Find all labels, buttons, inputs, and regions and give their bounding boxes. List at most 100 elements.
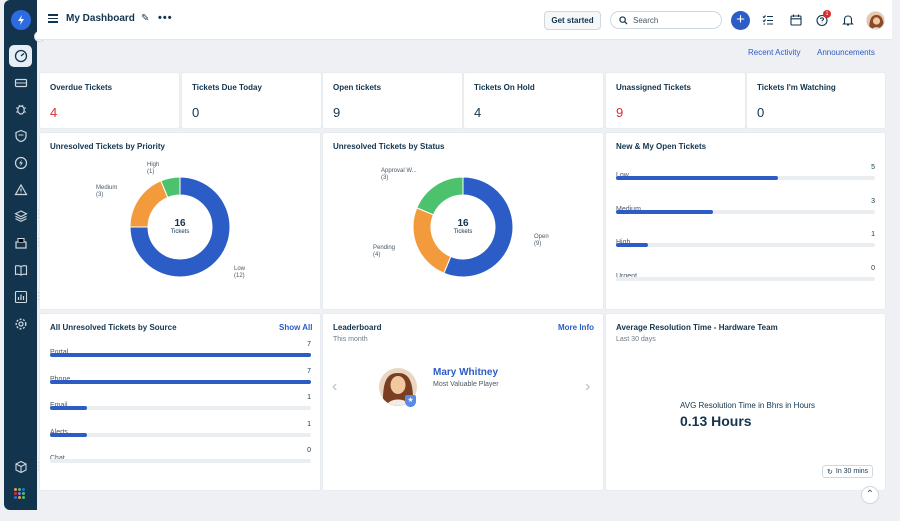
refresh-label: In 30 mins [835,468,869,475]
stat-card[interactable]: Overdue Tickets 4 [40,73,179,128]
recent-activity-link[interactable]: Recent Activity [748,48,801,57]
new-item-plus-icon[interactable]: + [731,11,750,30]
tickets-icon[interactable] [9,72,32,94]
alerts-warning-icon[interactable] [9,179,32,201]
bar-row[interactable]: Medium 3 [616,198,875,214]
search-box[interactable] [610,11,722,29]
stat-card[interactable]: Unassigned Tickets 9 [606,73,745,128]
bar-label: Phone [50,376,70,383]
slice-label-medium: Medium (3) [96,185,118,198]
status-chart-card: Unresolved Tickets by Status 16 Tickets … [323,133,603,309]
releases-bolt-icon[interactable] [9,152,32,174]
notification-count-badge: 1 [823,10,831,18]
resolution-period: Last 30 days [616,336,656,343]
bar-row[interactable]: Alerts 1 [50,421,311,437]
procurement-more-icon[interactable]: ⋮ [34,237,44,248]
priority-donut-chart [129,176,231,278]
stat-label: Overdue Tickets [50,83,113,92]
edit-pencil-icon[interactable]: ✎ [141,13,150,24]
bar-track [616,209,875,214]
help-icon[interactable] [815,13,829,27]
slice-label-high: High (1) [147,162,160,175]
open-tickets-title: New & My Open Tickets [616,142,707,151]
donut-slice-open[interactable] [443,176,514,278]
bar-label: Urgent [616,273,637,280]
priority-center: 16 Tickets [160,218,200,235]
slice-label-pending: Pending (4) [373,245,396,258]
notifications-bell-icon[interactable] [841,13,855,27]
bar-label: Chat [50,455,65,462]
refresh-icon: ↻ [827,468,833,476]
user-avatar[interactable] [866,11,885,30]
assets-layers-icon[interactable] [9,205,32,227]
previous-arrow-icon[interactable]: ‹ [332,378,338,395]
bar-row[interactable]: Email 1 [50,394,311,410]
slice-label-approval: Approval W... (3) [381,168,417,181]
admin-gear-icon[interactable] [9,313,32,335]
donut-slice-approval-w[interactable] [416,176,464,216]
next-arrow-icon[interactable]: › [585,378,591,395]
bar-track [50,432,311,437]
stat-card[interactable]: Tickets Due Today 0 [182,73,321,128]
dashboard-icon[interactable] [9,45,32,67]
resolution-metric-value: 0.13 Hours [680,413,752,429]
bar-fill [616,176,778,180]
app-switcher-icon[interactable] [14,488,25,499]
leaderboard-card: Leaderboard More Info This month ‹ › ★ M… [323,314,603,490]
bar-track [50,459,311,463]
stat-card[interactable]: Tickets I'm Watching 0 [747,73,885,128]
problems-bug-icon[interactable] [9,98,32,120]
source-title: All Unresolved Tickets by Source [50,323,177,332]
bar-row[interactable]: Urgent 0 [616,265,875,281]
show-all-link[interactable]: Show All [279,323,313,332]
bar-fill [50,353,311,357]
priority-total: 16 [174,218,186,229]
stat-label: Tickets I'm Watching [757,83,836,92]
bar-track [50,406,311,410]
more-info-link[interactable]: More Info [558,323,594,332]
status-chart-title: Unresolved Tickets by Status [333,142,445,151]
analytics-more-icon[interactable]: ⋮ [34,291,44,302]
resolution-metric-label: AVG Resolution Time in Bhrs in Hours [680,401,816,410]
leader-name[interactable]: Mary Whitney [433,367,499,378]
bar-track [616,176,875,180]
refresh-timer[interactable]: ↻ In 30 mins [822,465,874,478]
stat-label: Tickets On Hold [474,83,535,92]
bar-fill [616,243,649,247]
leader-role: Most Valuable Player [433,381,499,388]
bar-label: Medium [616,206,641,213]
bar-fill [50,379,311,384]
calendar-icon[interactable] [789,13,803,27]
get-started-button[interactable]: Get started [544,11,601,30]
donut-slice-high[interactable] [160,176,181,199]
assets-more-icon[interactable]: ⋮ [34,209,44,220]
more-options-icon[interactable]: ••• [158,12,173,24]
tasks-list-icon[interactable] [761,13,775,27]
donut-slice-low[interactable] [129,176,231,278]
slice-label-open: Open (9) [534,234,549,247]
menu-icon[interactable] [48,14,58,23]
stat-card[interactable]: Tickets On Hold 4 [464,73,603,128]
bar-row[interactable]: Portal 7 [50,341,311,357]
search-input[interactable] [633,15,713,25]
stat-value: 4 [474,105,482,120]
bar-label: High [616,239,630,246]
announcements-link[interactable]: Announcements [817,48,875,57]
bar-row[interactable]: Chat 0 [50,447,311,463]
bar-label: Alerts [50,429,68,436]
bar-row[interactable]: High 1 [616,231,875,247]
app-logo-icon[interactable] [11,10,31,30]
bar-row[interactable]: Phone 7 [50,368,311,384]
scroll-to-top-icon[interactable]: ⌃ [861,486,879,504]
stat-card[interactable]: Open tickets 9 [323,73,462,128]
bar-row[interactable]: Low 5 [616,164,875,180]
analytics-chart-icon[interactable] [9,286,32,308]
changes-shield-icon[interactable] [9,125,32,147]
solutions-book-icon[interactable] [9,259,32,281]
status-donut-chart [412,176,514,278]
modules-more-icon[interactable]: ⋮ [34,461,44,472]
stat-value: 9 [616,105,624,120]
modules-cube-icon[interactable] [9,456,32,478]
bar-value: 0 [307,447,311,454]
procurement-icon[interactable] [9,232,32,254]
